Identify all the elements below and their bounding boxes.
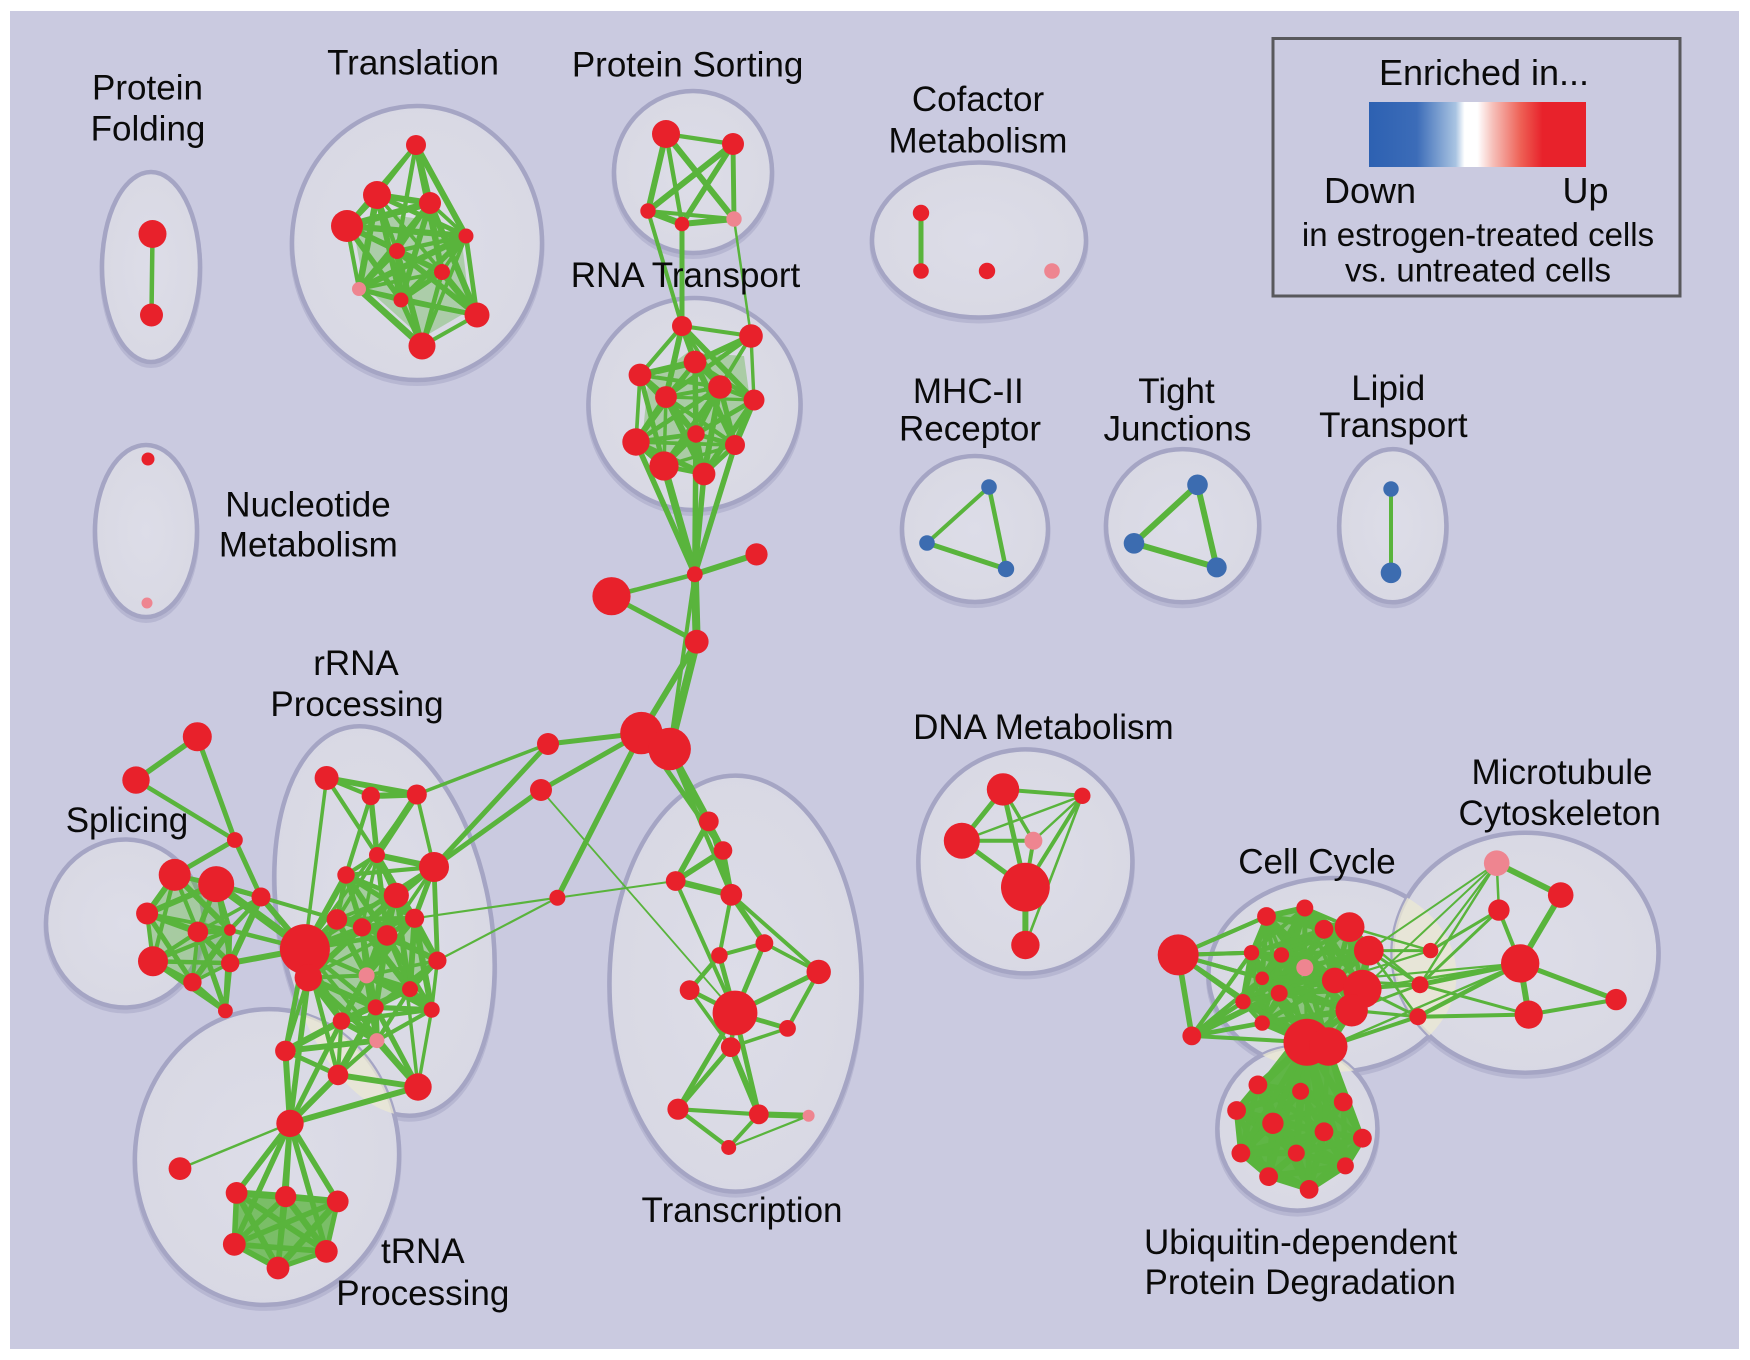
- svg-text:tRNA: tRNA: [381, 1232, 465, 1271]
- svg-text:in estrogen-treated cells: in estrogen-treated cells: [1302, 216, 1654, 253]
- svg-text:Ubiquitin-dependent: Ubiquitin-dependent: [1144, 1223, 1458, 1262]
- svg-text:Enriched in...: Enriched in...: [1379, 52, 1589, 93]
- svg-text:Junctions: Junctions: [1103, 410, 1251, 449]
- svg-text:Nucleotide: Nucleotide: [225, 486, 390, 525]
- svg-text:rRNA: rRNA: [313, 644, 399, 683]
- svg-text:DNA Metabolism: DNA Metabolism: [913, 708, 1174, 747]
- svg-text:Cytoskeleton: Cytoskeleton: [1459, 794, 1661, 833]
- svg-text:Protein: Protein: [92, 69, 203, 108]
- svg-text:Transcription: Transcription: [642, 1191, 843, 1230]
- svg-text:Translation: Translation: [327, 44, 499, 83]
- svg-text:MHC-II: MHC-II: [913, 372, 1024, 411]
- svg-text:Microtubule: Microtubule: [1472, 753, 1653, 792]
- svg-text:Folding: Folding: [91, 110, 206, 149]
- svg-text:vs. untreated cells: vs. untreated cells: [1345, 252, 1611, 289]
- svg-text:Cell Cycle: Cell Cycle: [1238, 843, 1396, 882]
- svg-text:RNA Transport: RNA Transport: [571, 256, 801, 295]
- svg-text:Metabolism: Metabolism: [889, 121, 1068, 160]
- svg-text:Up: Up: [1562, 170, 1608, 211]
- svg-text:Protein Degradation: Protein Degradation: [1145, 1263, 1456, 1302]
- svg-text:Processing: Processing: [270, 685, 443, 724]
- svg-text:Transport: Transport: [1319, 406, 1468, 445]
- svg-text:Down: Down: [1324, 170, 1416, 211]
- svg-text:Splicing: Splicing: [66, 801, 189, 840]
- svg-text:Processing: Processing: [336, 1274, 509, 1313]
- svg-text:Metabolism: Metabolism: [219, 525, 398, 564]
- svg-text:Receptor: Receptor: [899, 410, 1041, 449]
- svg-text:Protein Sorting: Protein Sorting: [572, 45, 804, 84]
- svg-text:Cofactor: Cofactor: [912, 80, 1045, 119]
- svg-text:Tight: Tight: [1138, 372, 1215, 411]
- svg-text:Lipid: Lipid: [1351, 369, 1425, 408]
